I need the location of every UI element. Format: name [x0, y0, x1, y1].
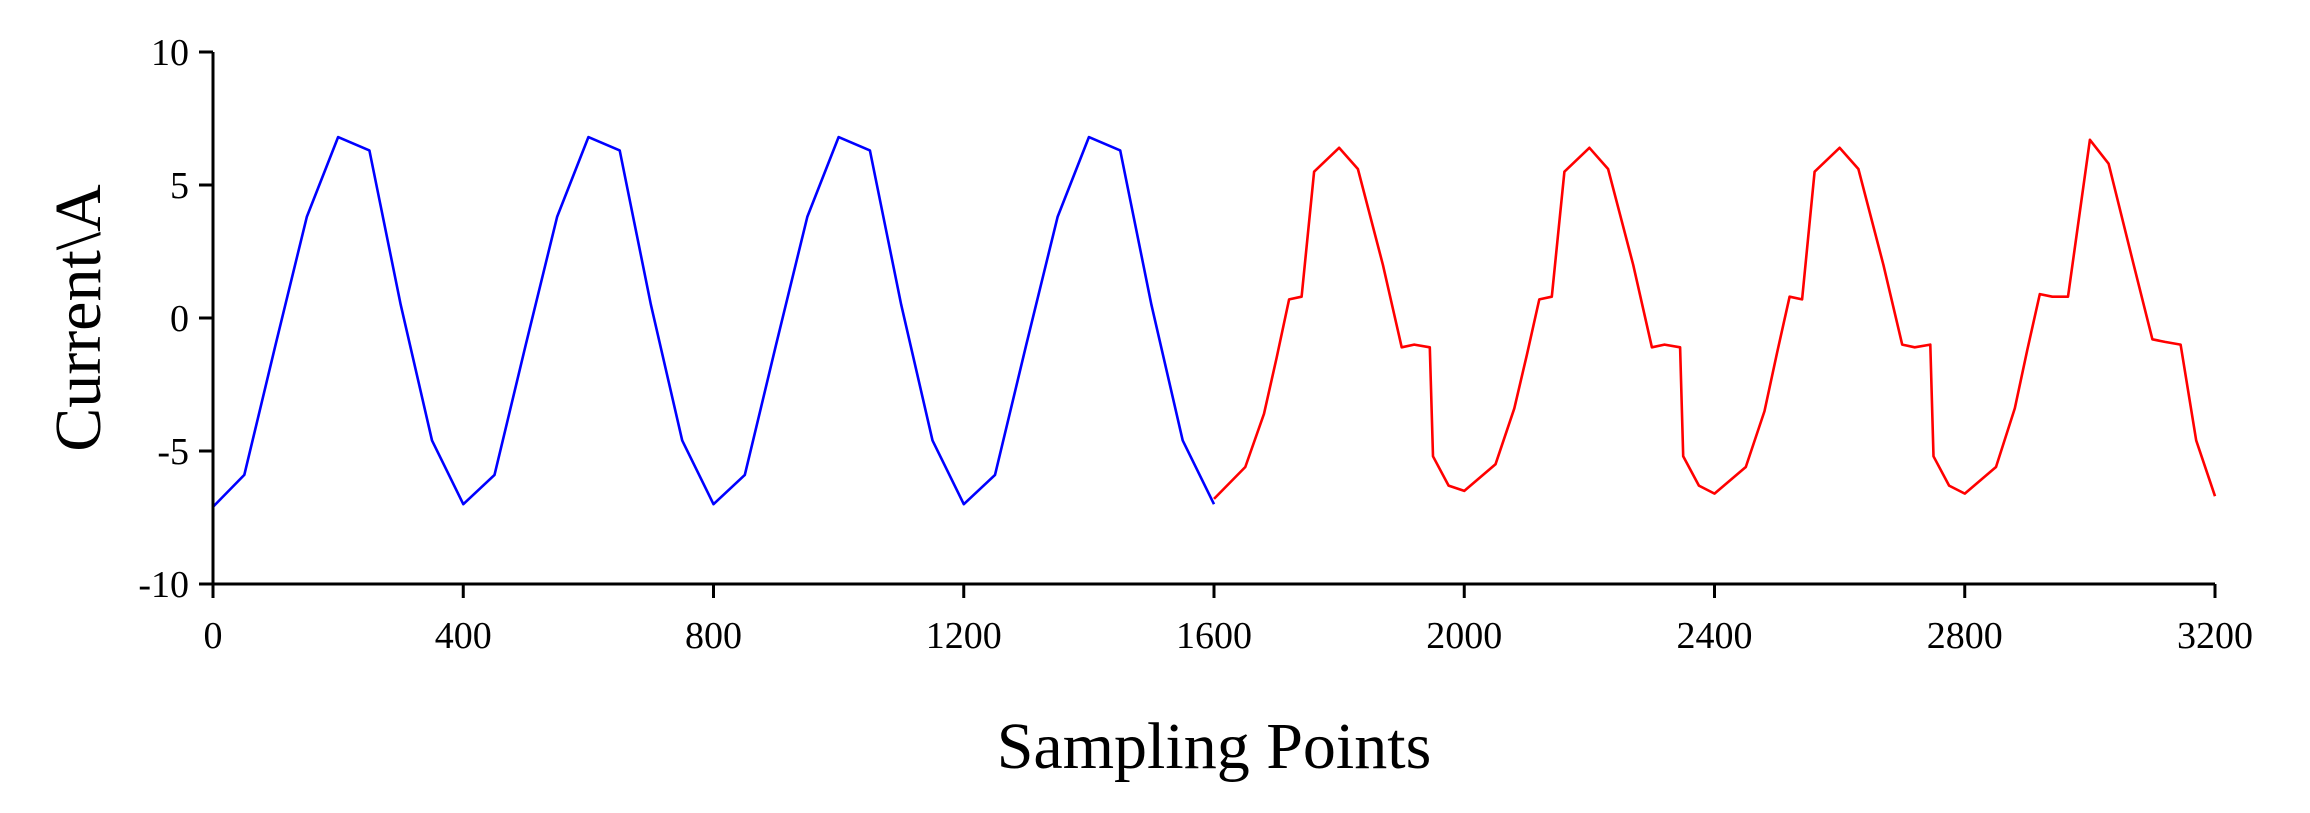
x-tick-label: 0 [204, 615, 223, 657]
series-line-2 [1213, 138, 2217, 500]
x-ticks: 0 400 800 1200 1600 2000 2400 2800 3200 [204, 584, 2253, 657]
y-tick-label: -10 [138, 564, 189, 606]
x-tick-label: 800 [685, 615, 742, 657]
x-tick-label: 3200 [2177, 615, 2253, 657]
x-tick-label: 400 [435, 615, 492, 657]
series-line-1 [212, 135, 1216, 508]
y-tick-label: -5 [157, 431, 189, 473]
x-tick-label: 1200 [926, 615, 1002, 657]
y-tick-label: 10 [151, 32, 189, 74]
y-tick-label: 5 [170, 165, 189, 207]
x-tick-label: 2000 [1426, 615, 1502, 657]
x-tick-label: 1600 [1176, 615, 1252, 657]
y-ticks: -10 -5 0 5 10 [138, 32, 213, 606]
x-tick-label: 2800 [1927, 615, 2003, 657]
y-tick-label: 0 [170, 298, 189, 340]
x-tick-label: 2400 [1677, 615, 1753, 657]
series-layer [212, 135, 2217, 508]
y-axis-title: Current\A [42, 184, 115, 452]
x-axis-title: Sampling Points [997, 710, 1432, 783]
